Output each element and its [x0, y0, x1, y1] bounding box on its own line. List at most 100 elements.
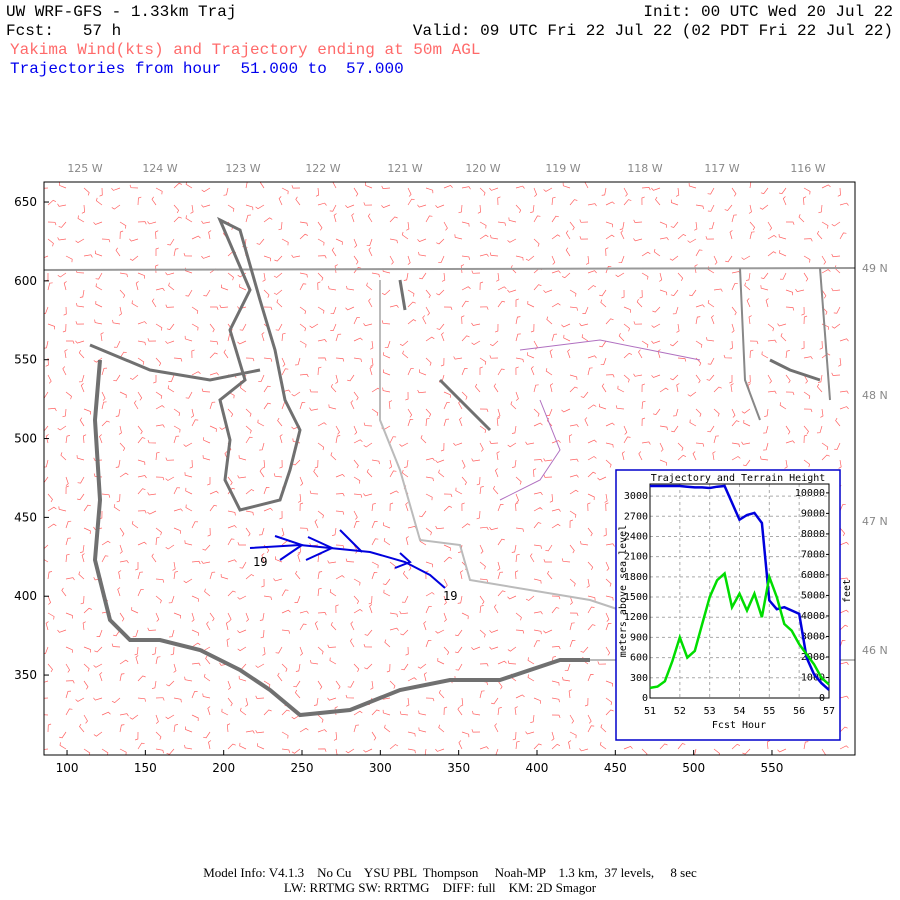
- wind-barb: [605, 459, 612, 468]
- wind-barb: [401, 595, 409, 603]
- wind-barb: [533, 408, 540, 417]
- wind-barb: [191, 349, 195, 359]
- wind-barb: [383, 589, 391, 597]
- wind-barb: [489, 340, 499, 347]
- wind-barb: [425, 336, 435, 342]
- wind-barb: [366, 469, 373, 478]
- wind-barb: [209, 490, 219, 495]
- title: UW WRF-GFS - 1.33km Traj: [6, 3, 236, 21]
- wind-barb: [77, 215, 85, 223]
- wind-barb: [184, 744, 193, 750]
- wind-barb: [227, 559, 237, 563]
- wind-barb: [497, 221, 506, 226]
- wind-barb: [515, 740, 520, 750]
- wind-barb: [760, 456, 769, 461]
- wind-barb: [461, 391, 468, 400]
- wind-barb: [461, 476, 467, 486]
- wind-barb: [569, 221, 575, 231]
- inset-x-label: Fcst Hour: [712, 720, 766, 731]
- wind-barb: [381, 185, 391, 189]
- wind-barb: [168, 374, 175, 382]
- wind-barb: [694, 264, 698, 274]
- river: [92, 359, 590, 718]
- wind-barb: [363, 643, 373, 648]
- wind-barb: [742, 459, 751, 467]
- wind-barb: [281, 589, 289, 597]
- y2-tick-label: 8000: [801, 529, 825, 540]
- wind-barb: [353, 317, 360, 325]
- wind-barb: [407, 289, 415, 297]
- wind-barb: [335, 333, 342, 342]
- wind-barb: [533, 743, 542, 750]
- wind-barb: [803, 315, 808, 325]
- wind-barb: [111, 204, 121, 210]
- longitude-label: 124 W: [142, 162, 177, 175]
- wind-barb: [371, 561, 379, 569]
- wind-barb: [363, 422, 373, 427]
- wind-barb: [367, 213, 373, 223]
- wind-barb: [353, 510, 358, 520]
- wind-barb: [281, 609, 291, 614]
- wind-barb: [245, 214, 251, 223]
- wind-barb: [165, 544, 175, 550]
- wind-barb: [227, 590, 236, 597]
- wind-barb: [80, 595, 85, 605]
- wind-barb: [101, 367, 108, 376]
- wind-barb: [605, 201, 615, 206]
- wind-barb: [533, 459, 543, 463]
- wind-barb: [299, 306, 307, 315]
- wind-barb: [641, 272, 649, 280]
- wind-barb: [94, 250, 103, 257]
- map-frame: [43, 181, 856, 756]
- wind-barb: [497, 300, 506, 308]
- wind-barb: [803, 187, 811, 195]
- wind-barb: [335, 544, 345, 549]
- wind-barb: [496, 451, 500, 461]
- wind-barb: [281, 357, 286, 367]
- wind-barb: [119, 544, 123, 554]
- wind-barb: [155, 612, 160, 622]
- wind-barb: [817, 374, 823, 383]
- wind-barb: [670, 374, 679, 381]
- wind-barb: [511, 544, 517, 553]
- wind-barb: [165, 304, 175, 308]
- wind-barb: [479, 629, 486, 638]
- wind-barb: [515, 255, 524, 261]
- wind-barb: [653, 248, 661, 257]
- wind-barb: [479, 442, 484, 452]
- wind-barb: [166, 680, 175, 687]
- wind-barb: [119, 748, 127, 755]
- wind-barb: [147, 221, 157, 225]
- wind-barb: [227, 697, 233, 707]
- longitude-label: 125 W: [67, 162, 102, 175]
- wind-barb: [457, 595, 463, 604]
- wind-barb: [281, 709, 290, 716]
- wind-barb: [744, 282, 751, 291]
- wind-barb: [443, 493, 453, 498]
- wind-barb: [227, 612, 232, 622]
- wind-barb: [839, 726, 848, 733]
- wind-barb: [62, 408, 67, 418]
- wind-barb: [406, 697, 410, 707]
- trajectory-label: 19: [253, 555, 267, 569]
- wind-barb: [314, 459, 319, 469]
- wind-barb: [729, 375, 733, 384]
- wind-barb: [245, 436, 253, 444]
- wind-barb: [402, 570, 409, 580]
- wind-barb: [273, 578, 283, 582]
- wind-barb: [497, 590, 506, 597]
- wind-barb: [101, 401, 107, 410]
- wind-barb: [96, 629, 103, 637]
- wind-barb: [173, 663, 177, 673]
- wind-barb: [335, 575, 345, 580]
- series-line: [649, 571, 830, 690]
- wind-barb: [83, 408, 91, 415]
- wind-barb: [533, 468, 537, 478]
- wind-barb: [299, 233, 308, 240]
- wind-barb: [831, 323, 841, 329]
- wind-barb: [119, 527, 125, 537]
- wind-barb: [191, 642, 201, 648]
- wind-barb: [731, 187, 737, 197]
- wind-barb: [299, 340, 307, 348]
- wind-barb: [569, 374, 578, 380]
